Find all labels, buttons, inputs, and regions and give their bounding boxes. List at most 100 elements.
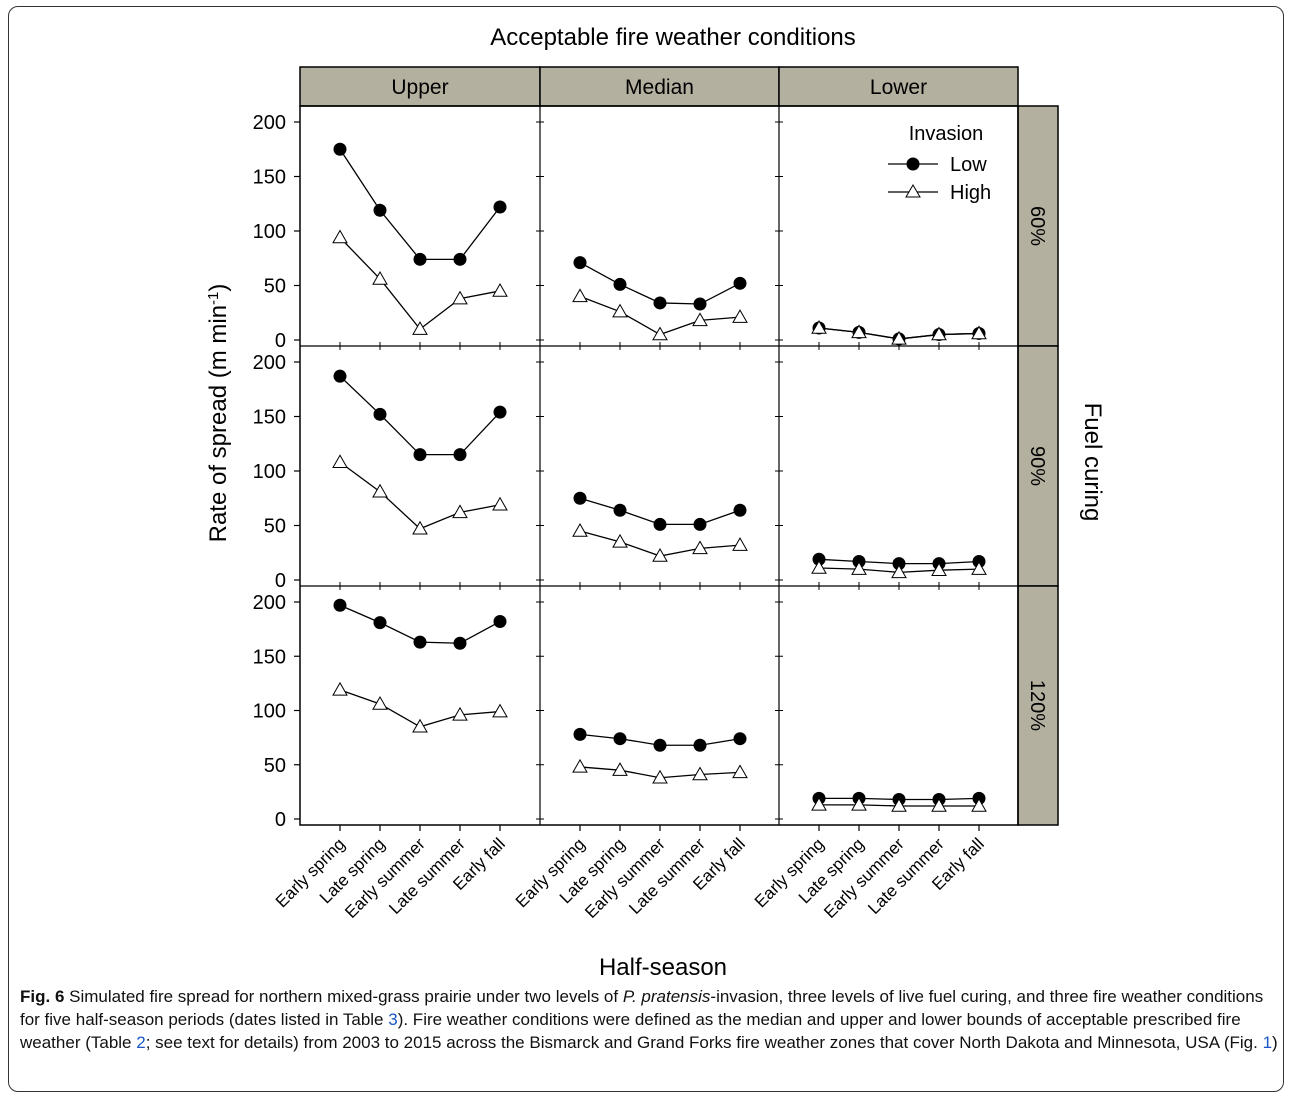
y-tick-label: 0 xyxy=(275,809,286,831)
point-high-upper-60pct-early-fall xyxy=(492,282,508,297)
point-low-median-90pct-early-spring xyxy=(573,491,587,505)
caption-text-5: ) xyxy=(1272,1033,1278,1052)
point-low-upper-60pct-early-fall xyxy=(493,200,507,214)
strip-row-label-120pct: 120% xyxy=(1026,680,1048,731)
point-low-median-60pct-early-fall xyxy=(733,276,747,290)
point-low-upper-90pct-late-summer xyxy=(453,448,467,462)
legend-label-low: Low xyxy=(950,154,987,176)
point-high-median-120pct-early-spring xyxy=(572,758,588,773)
right-strip-title: Fuel curing xyxy=(1079,403,1106,522)
point-low-upper-120pct-late-summer xyxy=(453,636,467,650)
point-low-lower-90pct-early-spring xyxy=(812,552,826,566)
point-high-lower-90pct-early-fall xyxy=(971,561,987,575)
caption-text-3: ). Fire weather conditions were defined … xyxy=(20,1010,1241,1052)
caption-fig-label: Fig. 6 xyxy=(20,987,65,1006)
point-high-upper-120pct-early-summer xyxy=(412,718,428,733)
point-high-lower-60pct-early-summer xyxy=(891,330,907,345)
point-high-median-90pct-late-summer xyxy=(692,540,708,555)
point-high-upper-60pct-late-spring xyxy=(372,270,388,285)
legend-marker-low xyxy=(906,157,920,171)
series-line-high-upper-60pct xyxy=(339,237,501,331)
point-low-upper-120pct-early-spring xyxy=(333,598,347,612)
point-high-median-60pct-early-summer xyxy=(652,326,668,341)
point-high-lower-60pct-early-fall xyxy=(971,325,987,340)
figure-frame xyxy=(8,6,1284,1092)
point-low-median-120pct-early-fall xyxy=(733,732,747,746)
series-line-low-upper-90pct xyxy=(339,375,501,456)
strip-col-lower xyxy=(778,66,1019,107)
point-high-upper-120pct-late-spring xyxy=(372,695,388,710)
y-tick-label: 150 xyxy=(253,646,286,668)
point-high-lower-60pct-early-spring xyxy=(811,320,827,334)
strip-col-label-lower: Lower xyxy=(870,76,927,99)
point-high-lower-60pct-late-spring xyxy=(851,324,867,339)
point-low-median-60pct-early-spring xyxy=(573,256,587,270)
point-high-median-60pct-early-fall xyxy=(732,309,748,323)
point-low-median-60pct-late-spring xyxy=(613,277,627,291)
strip-row-label-60pct: 60% xyxy=(1026,206,1048,246)
point-high-median-120pct-late-spring xyxy=(612,762,628,776)
point-low-median-60pct-late-summer xyxy=(693,297,707,311)
caption-text-4: ; see text for details) from 2003 to 201… xyxy=(145,1033,1263,1052)
y-tick-label: 200 xyxy=(253,112,286,134)
point-low-upper-60pct-late-summer xyxy=(453,252,467,266)
point-high-upper-120pct-late-summer xyxy=(452,706,468,721)
point-low-upper-90pct-early-spring xyxy=(333,369,347,383)
point-high-median-90pct-early-summer xyxy=(652,548,668,562)
point-high-median-90pct-early-spring xyxy=(572,522,588,537)
point-low-upper-60pct-early-summer xyxy=(413,252,427,266)
y-tick-label: 50 xyxy=(264,516,286,538)
point-low-median-120pct-early-spring xyxy=(573,727,587,741)
caption-ref-fig1[interactable]: 1 xyxy=(1262,1033,1273,1052)
point-high-lower-120pct-early-spring xyxy=(811,796,827,811)
point-high-lower-120pct-late-spring xyxy=(851,796,867,811)
point-low-upper-90pct-late-spring xyxy=(373,407,387,421)
point-low-median-90pct-late-spring xyxy=(613,503,627,517)
y-axis-label-sup: -1 xyxy=(205,292,222,305)
point-high-upper-60pct-late-summer xyxy=(452,290,468,305)
y-tick-label: 200 xyxy=(253,592,286,614)
y-axis-label-close: ) xyxy=(205,284,232,292)
point-high-median-120pct-early-fall xyxy=(732,764,748,779)
point-high-median-90pct-late-spring xyxy=(612,533,628,548)
plot-area-border xyxy=(299,105,1019,826)
caption-text-2: -invasion, three levels of live fuel cur… xyxy=(20,987,1264,1029)
point-low-median-90pct-early-fall xyxy=(733,503,747,517)
point-low-median-120pct-late-summer xyxy=(693,738,707,752)
y-tick-label: 200 xyxy=(253,352,286,374)
legend-marker-high xyxy=(905,184,921,198)
point-high-upper-90pct-late-spring xyxy=(372,483,388,498)
point-low-upper-120pct-early-fall xyxy=(493,615,507,629)
point-high-median-60pct-late-spring xyxy=(612,303,628,318)
point-high-lower-90pct-late-summer xyxy=(931,562,947,576)
y-axis-label: Rate of spread (m min-1) xyxy=(205,284,233,543)
point-high-lower-120pct-early-summer xyxy=(891,797,907,812)
point-low-median-120pct-early-summer xyxy=(653,738,667,752)
strip-col-label-median: Median xyxy=(625,76,694,99)
y-tick-label: 50 xyxy=(264,755,286,777)
y-tick-label: 0 xyxy=(275,570,286,592)
y-tick-label: 100 xyxy=(253,221,286,243)
point-high-upper-90pct-early-fall xyxy=(492,496,508,511)
point-low-median-90pct-late-summer xyxy=(693,517,707,531)
x-axis-label: Half-season xyxy=(599,954,727,981)
series-line-high-upper-90pct xyxy=(339,461,501,530)
point-high-upper-120pct-early-fall xyxy=(492,703,508,718)
y-tick-label: 100 xyxy=(253,461,286,483)
caption-ref-table2[interactable]: 2 xyxy=(136,1033,146,1052)
point-low-upper-120pct-early-summer xyxy=(413,635,427,649)
figure-caption: Fig. 6 Simulated fire spread for norther… xyxy=(20,985,1280,1054)
point-low-lower-90pct-early-summer xyxy=(892,557,906,571)
caption-species: P. pratensis xyxy=(622,987,711,1006)
point-high-lower-90pct-early-summer xyxy=(891,564,907,579)
y-tick-label: 50 xyxy=(264,276,286,298)
point-high-lower-90pct-early-spring xyxy=(811,560,827,574)
caption-text-1: Simulated fire spread for northern mixed… xyxy=(64,987,623,1006)
point-low-median-90pct-early-summer xyxy=(653,517,667,531)
point-low-median-60pct-early-summer xyxy=(653,296,667,310)
legend-title: Invasion xyxy=(909,123,984,145)
caption-ref-table3[interactable]: 3 xyxy=(388,1010,398,1029)
point-high-median-60pct-early-spring xyxy=(572,288,588,303)
series-line-low-upper-60pct xyxy=(339,148,501,260)
point-high-upper-60pct-early-spring xyxy=(332,229,348,244)
